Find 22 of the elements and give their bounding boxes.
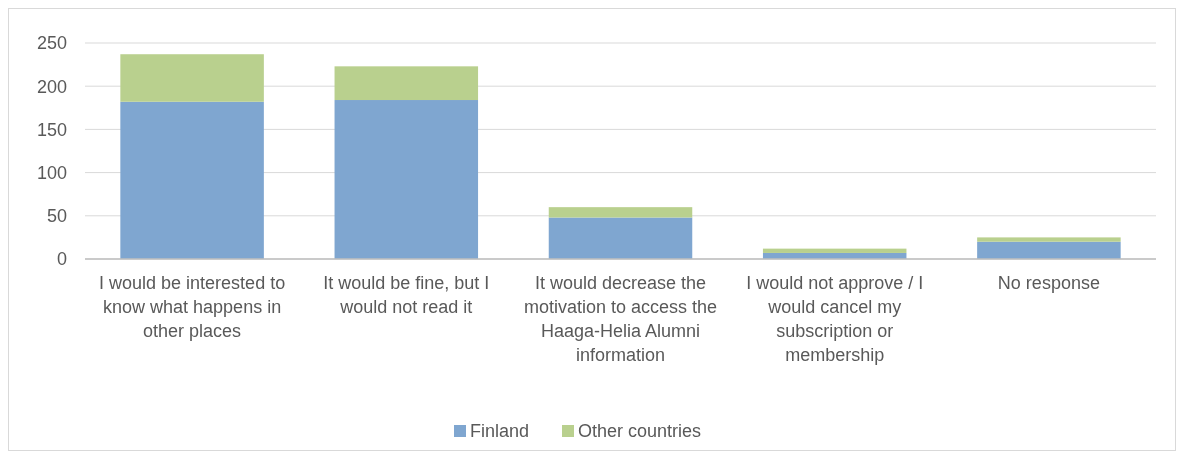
bar xyxy=(334,100,479,259)
bar xyxy=(120,54,264,102)
bar xyxy=(977,241,1121,259)
legend-label: Finland xyxy=(470,421,530,442)
y-tick-label: 0 xyxy=(56,249,67,270)
bar xyxy=(762,248,907,253)
y-tick-label: 100 xyxy=(36,162,67,183)
legend-label: Other countries xyxy=(578,421,702,442)
y-tick-label: 200 xyxy=(36,76,67,97)
bar xyxy=(977,237,1121,242)
bar xyxy=(548,207,693,218)
x-tick-label: I would be interested to know what happens in other places xyxy=(99,273,286,341)
y-tick-label: 50 xyxy=(46,206,67,227)
bar xyxy=(120,101,264,259)
bar xyxy=(548,217,693,259)
x-tick-label: It would be fine, but I would not read it xyxy=(323,273,490,317)
x-tick-label: No response xyxy=(997,273,1100,293)
y-tick-label: 150 xyxy=(36,119,67,140)
y-tick-label: 250 xyxy=(36,33,67,54)
bar xyxy=(334,66,479,101)
x-tick-label: It would decrease the motivation to access the Haaga-Helia Alumni information xyxy=(523,273,718,365)
x-tick-label: I would not approve / I would cancel my subscription or membership xyxy=(746,273,924,365)
